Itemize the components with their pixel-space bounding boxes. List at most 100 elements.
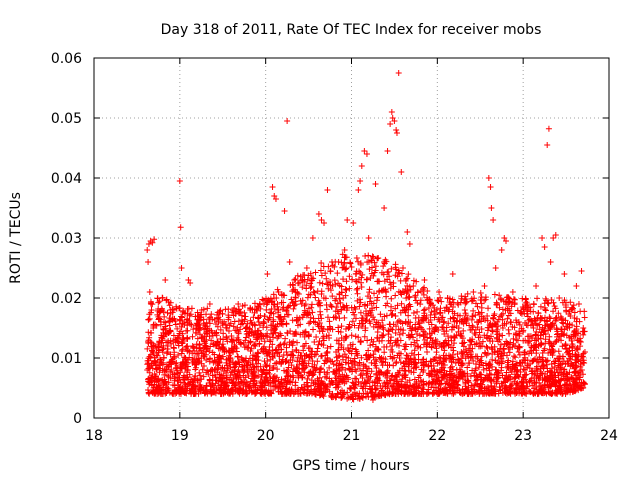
data-point (454, 300, 461, 307)
data-point (163, 381, 170, 388)
data-point (522, 337, 529, 344)
data-point (496, 386, 503, 393)
data-point (426, 341, 433, 348)
data-point (508, 318, 515, 325)
data-point (254, 349, 261, 356)
data-point (162, 319, 169, 326)
x-tick-label: 22 (428, 428, 446, 444)
data-point (385, 328, 392, 335)
data-point (546, 333, 553, 340)
data-point (340, 276, 347, 283)
data-point (356, 365, 363, 372)
data-point (208, 311, 215, 318)
data-point (538, 329, 545, 336)
data-point (430, 378, 437, 385)
data-point (218, 379, 225, 385)
data-point (547, 349, 554, 356)
data-point (363, 372, 370, 379)
data-point (473, 374, 480, 381)
data-point (216, 360, 223, 367)
data-point (418, 359, 425, 366)
data-point (215, 319, 222, 325)
data-point (459, 376, 466, 383)
data-point (471, 381, 478, 388)
data-point (510, 335, 517, 342)
data-point (299, 356, 306, 363)
data-point (346, 385, 353, 391)
data-point (190, 344, 197, 351)
data-point (488, 390, 495, 397)
data-point (534, 322, 541, 329)
data-point (355, 187, 362, 193)
data-point (189, 388, 196, 395)
data-point (292, 276, 299, 283)
data-point (245, 372, 252, 379)
data-point (270, 374, 277, 381)
data-point (263, 324, 270, 331)
data-point (571, 309, 578, 316)
data-point (504, 315, 511, 322)
data-point (470, 357, 477, 364)
data-point (253, 380, 260, 387)
data-point (198, 355, 205, 361)
data-point (524, 383, 531, 390)
data-point (345, 325, 352, 332)
data-point (172, 321, 179, 328)
data-point (172, 373, 179, 380)
data-point (179, 314, 186, 321)
data-point (284, 311, 291, 318)
data-point (349, 345, 356, 352)
data-point (499, 372, 506, 379)
data-point (361, 148, 368, 154)
data-point (440, 389, 447, 396)
data-point (146, 389, 153, 396)
data-point (409, 324, 416, 331)
data-point (533, 383, 540, 390)
data-point (384, 367, 391, 374)
data-point (437, 294, 444, 301)
data-point (330, 361, 337, 368)
data-point (464, 373, 471, 379)
data-point (291, 277, 298, 284)
data-point (145, 259, 152, 265)
data-points (144, 70, 588, 403)
data-point (504, 307, 511, 313)
data-point (563, 332, 570, 339)
data-point (569, 362, 576, 369)
data-point (575, 301, 582, 307)
data-point (550, 299, 557, 306)
data-point (271, 325, 278, 332)
data-point (424, 296, 431, 303)
data-point (516, 330, 523, 337)
data-point (477, 289, 484, 296)
data-point (500, 378, 507, 385)
data-point (298, 366, 305, 373)
data-point (329, 293, 336, 300)
data-point (498, 296, 505, 303)
data-point (178, 365, 185, 372)
data-point (359, 385, 366, 392)
data-point (224, 325, 231, 331)
data-point (343, 265, 350, 272)
data-point (309, 390, 316, 397)
data-point (533, 328, 540, 335)
data-point (314, 375, 321, 382)
data-point (435, 374, 442, 381)
data-point (357, 299, 364, 306)
data-point (555, 372, 562, 379)
data-point (368, 257, 375, 264)
data-point (274, 366, 281, 373)
data-point (431, 389, 438, 396)
data-point (262, 332, 269, 339)
data-point (533, 350, 540, 357)
data-point (272, 196, 279, 202)
data-point (228, 377, 235, 384)
data-point (300, 360, 307, 367)
data-point (499, 316, 506, 323)
data-point (529, 334, 536, 341)
data-point (413, 278, 420, 285)
data-point (338, 344, 345, 351)
data-point (186, 354, 193, 361)
data-point (392, 329, 399, 336)
data-point (538, 370, 545, 377)
